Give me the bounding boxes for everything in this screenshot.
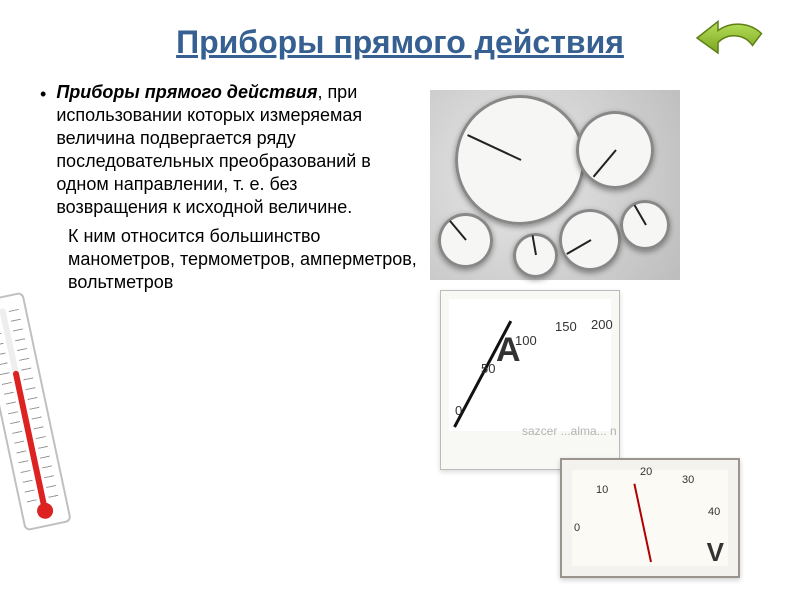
- back-arrow-icon[interactable]: [690, 20, 770, 80]
- voltmeter-scale-label: 0: [574, 522, 580, 534]
- definition-rest: , при использовании которых измеряемая в…: [56, 82, 371, 217]
- ammeter-scale-label: 200: [591, 317, 613, 332]
- voltmeter-scale-label: 30: [682, 474, 694, 486]
- watermark-text: sazcer ...alma... n: [522, 424, 617, 438]
- voltmeter-image: V 0 10 20 30 40: [560, 458, 740, 578]
- voltmeter-scale-label: 10: [596, 484, 608, 496]
- voltmeter-unit-label: V: [707, 537, 724, 568]
- thermometer-image: [0, 292, 72, 532]
- slide-title: Приборы прямого действия: [0, 0, 800, 81]
- continuation-paragraph: К ним относится большинство манометров, …: [40, 225, 430, 294]
- voltmeter-scale-label: 20: [640, 466, 652, 478]
- body-text: • Приборы прямого действия, при использо…: [0, 81, 390, 294]
- ammeter-scale-label: 100: [515, 333, 537, 348]
- definition-paragraph: Приборы прямого действия, при использова…: [56, 81, 390, 219]
- definition-lead: Приборы прямого действия: [56, 82, 317, 102]
- voltmeter-scale-label: 40: [708, 506, 720, 518]
- ammeter-scale-label: 0: [455, 403, 462, 418]
- ammeter-scale-label: 150: [555, 319, 577, 334]
- ammeter-scale-label: 50: [481, 361, 495, 376]
- bullet-icon: •: [40, 81, 56, 219]
- pressure-gauges-image: [430, 90, 680, 280]
- ammeter-image: A 050100150200: [440, 290, 620, 470]
